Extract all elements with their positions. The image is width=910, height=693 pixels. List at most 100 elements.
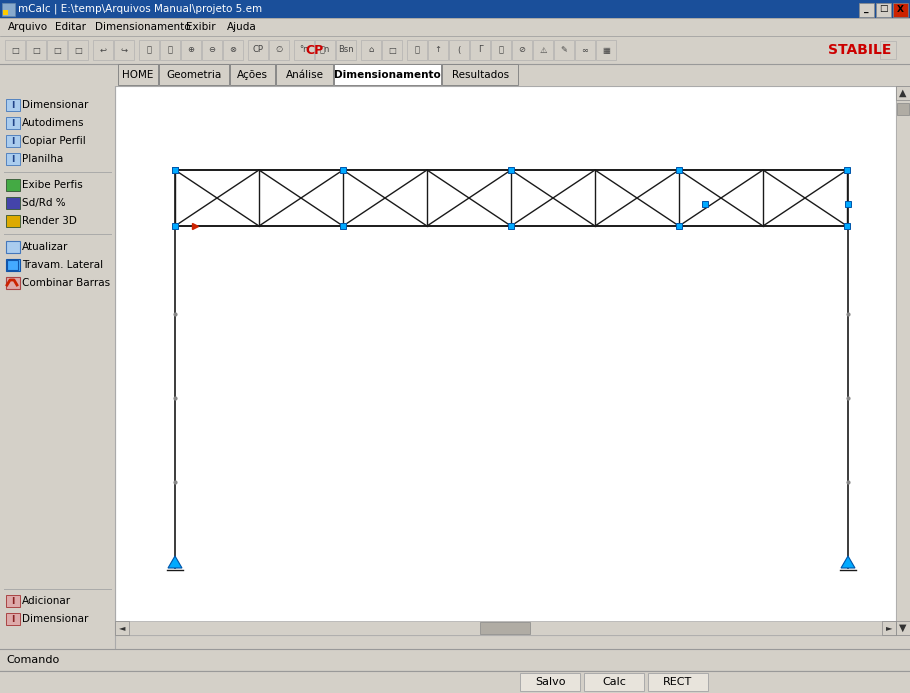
Bar — [0, 64, 910, 86]
Bar — [6, 153, 20, 165]
Text: Arquivo: Arquivo — [8, 22, 48, 32]
Bar — [876, 3, 891, 17]
Text: mCalc | E:\temp\Arquivos Manual\projeto 5.em: mCalc | E:\temp\Arquivos Manual\projeto … — [18, 3, 262, 15]
Bar — [159, 64, 228, 85]
Bar — [6, 215, 20, 227]
Text: ⟋: ⟋ — [414, 46, 420, 55]
Bar — [896, 621, 910, 635]
Bar — [269, 40, 289, 60]
Text: ✎: ✎ — [561, 46, 568, 55]
Bar — [248, 40, 268, 60]
Bar — [0, 649, 910, 671]
Text: (: ( — [458, 46, 460, 55]
Text: 🔍: 🔍 — [147, 46, 151, 55]
Text: □: □ — [74, 46, 82, 55]
Polygon shape — [168, 556, 182, 568]
Text: ▦: ▦ — [602, 46, 610, 55]
Bar — [896, 86, 910, 100]
Bar — [584, 673, 644, 691]
Text: ⟋: ⟋ — [499, 46, 503, 55]
Bar — [897, 103, 909, 115]
Bar — [6, 117, 20, 129]
Bar — [336, 40, 356, 60]
Bar — [139, 40, 159, 60]
Text: Combinar Barras: Combinar Barras — [22, 278, 110, 288]
Bar — [114, 40, 134, 60]
Bar — [6, 259, 20, 271]
Text: ∅: ∅ — [276, 46, 283, 55]
Text: ⊘: ⊘ — [519, 46, 525, 55]
Bar — [442, 64, 518, 85]
Bar — [6, 595, 20, 607]
Bar — [2, 3, 15, 16]
Bar — [859, 3, 874, 17]
Bar — [554, 40, 574, 60]
Bar — [0, 0, 910, 18]
Bar — [6, 197, 20, 209]
Bar — [896, 86, 910, 635]
Bar — [3, 10, 8, 15]
Text: Dimensionar: Dimensionar — [22, 614, 88, 624]
Text: ►: ► — [885, 624, 892, 633]
Text: ↪: ↪ — [120, 46, 127, 55]
Bar — [294, 40, 314, 60]
Bar — [0, 36, 910, 64]
Text: Editar: Editar — [55, 22, 86, 32]
Bar — [449, 40, 469, 60]
Text: Dimensionamento: Dimensionamento — [334, 70, 441, 80]
Text: ↑: ↑ — [434, 46, 441, 55]
Bar — [575, 40, 595, 60]
Text: Autodimens: Autodimens — [22, 118, 85, 128]
Bar — [596, 40, 616, 60]
Text: Sd/Rd %: Sd/Rd % — [22, 198, 66, 208]
Bar — [6, 179, 20, 191]
Bar — [382, 40, 402, 60]
Text: ⊗: ⊗ — [229, 46, 237, 55]
Text: X: X — [897, 4, 904, 13]
Text: _: _ — [864, 4, 869, 13]
Bar — [512, 40, 532, 60]
Text: 🔍: 🔍 — [167, 46, 173, 55]
Text: ▼: ▼ — [899, 623, 906, 633]
Text: Ações: Ações — [237, 70, 268, 80]
Text: I: I — [11, 615, 15, 624]
Text: Γ: Γ — [478, 46, 482, 55]
Text: Exibir: Exibir — [186, 22, 216, 32]
Text: Adicionar: Adicionar — [22, 596, 71, 606]
Bar — [115, 621, 129, 635]
Text: Análise: Análise — [286, 70, 323, 80]
Text: CP: CP — [306, 44, 324, 57]
Text: Salvo: Salvo — [535, 677, 565, 687]
Polygon shape — [841, 556, 855, 568]
Bar — [118, 64, 158, 85]
Bar — [520, 673, 580, 691]
Text: I: I — [11, 137, 15, 146]
Text: Resultados: Resultados — [451, 70, 509, 80]
Text: Exibe Perfis: Exibe Perfis — [22, 180, 83, 190]
Text: Atualizar: Atualizar — [22, 242, 68, 252]
Text: Geometria: Geometria — [167, 70, 221, 80]
Bar — [6, 613, 20, 625]
Text: CP: CP — [252, 46, 264, 55]
Text: ⌂: ⌂ — [369, 46, 374, 55]
Bar — [470, 40, 490, 60]
Text: Calc: Calc — [602, 677, 626, 687]
Bar — [230, 64, 275, 85]
Bar — [68, 40, 88, 60]
Text: I: I — [11, 597, 15, 606]
Text: RECT: RECT — [663, 677, 693, 687]
Bar — [6, 135, 20, 147]
Bar — [880, 41, 896, 59]
Bar — [533, 40, 553, 60]
Bar — [6, 99, 20, 111]
Text: □: □ — [32, 46, 40, 55]
Text: ◄: ◄ — [118, 624, 126, 633]
Text: ⊕: ⊕ — [187, 46, 195, 55]
Bar — [893, 3, 908, 17]
Bar — [0, 86, 115, 649]
Text: ⊖: ⊖ — [208, 46, 216, 55]
Text: Bsn: Bsn — [339, 46, 354, 55]
Text: ∞: ∞ — [581, 46, 589, 55]
Text: Copiar Perfil: Copiar Perfil — [22, 136, 86, 146]
Text: HOME: HOME — [122, 70, 154, 80]
